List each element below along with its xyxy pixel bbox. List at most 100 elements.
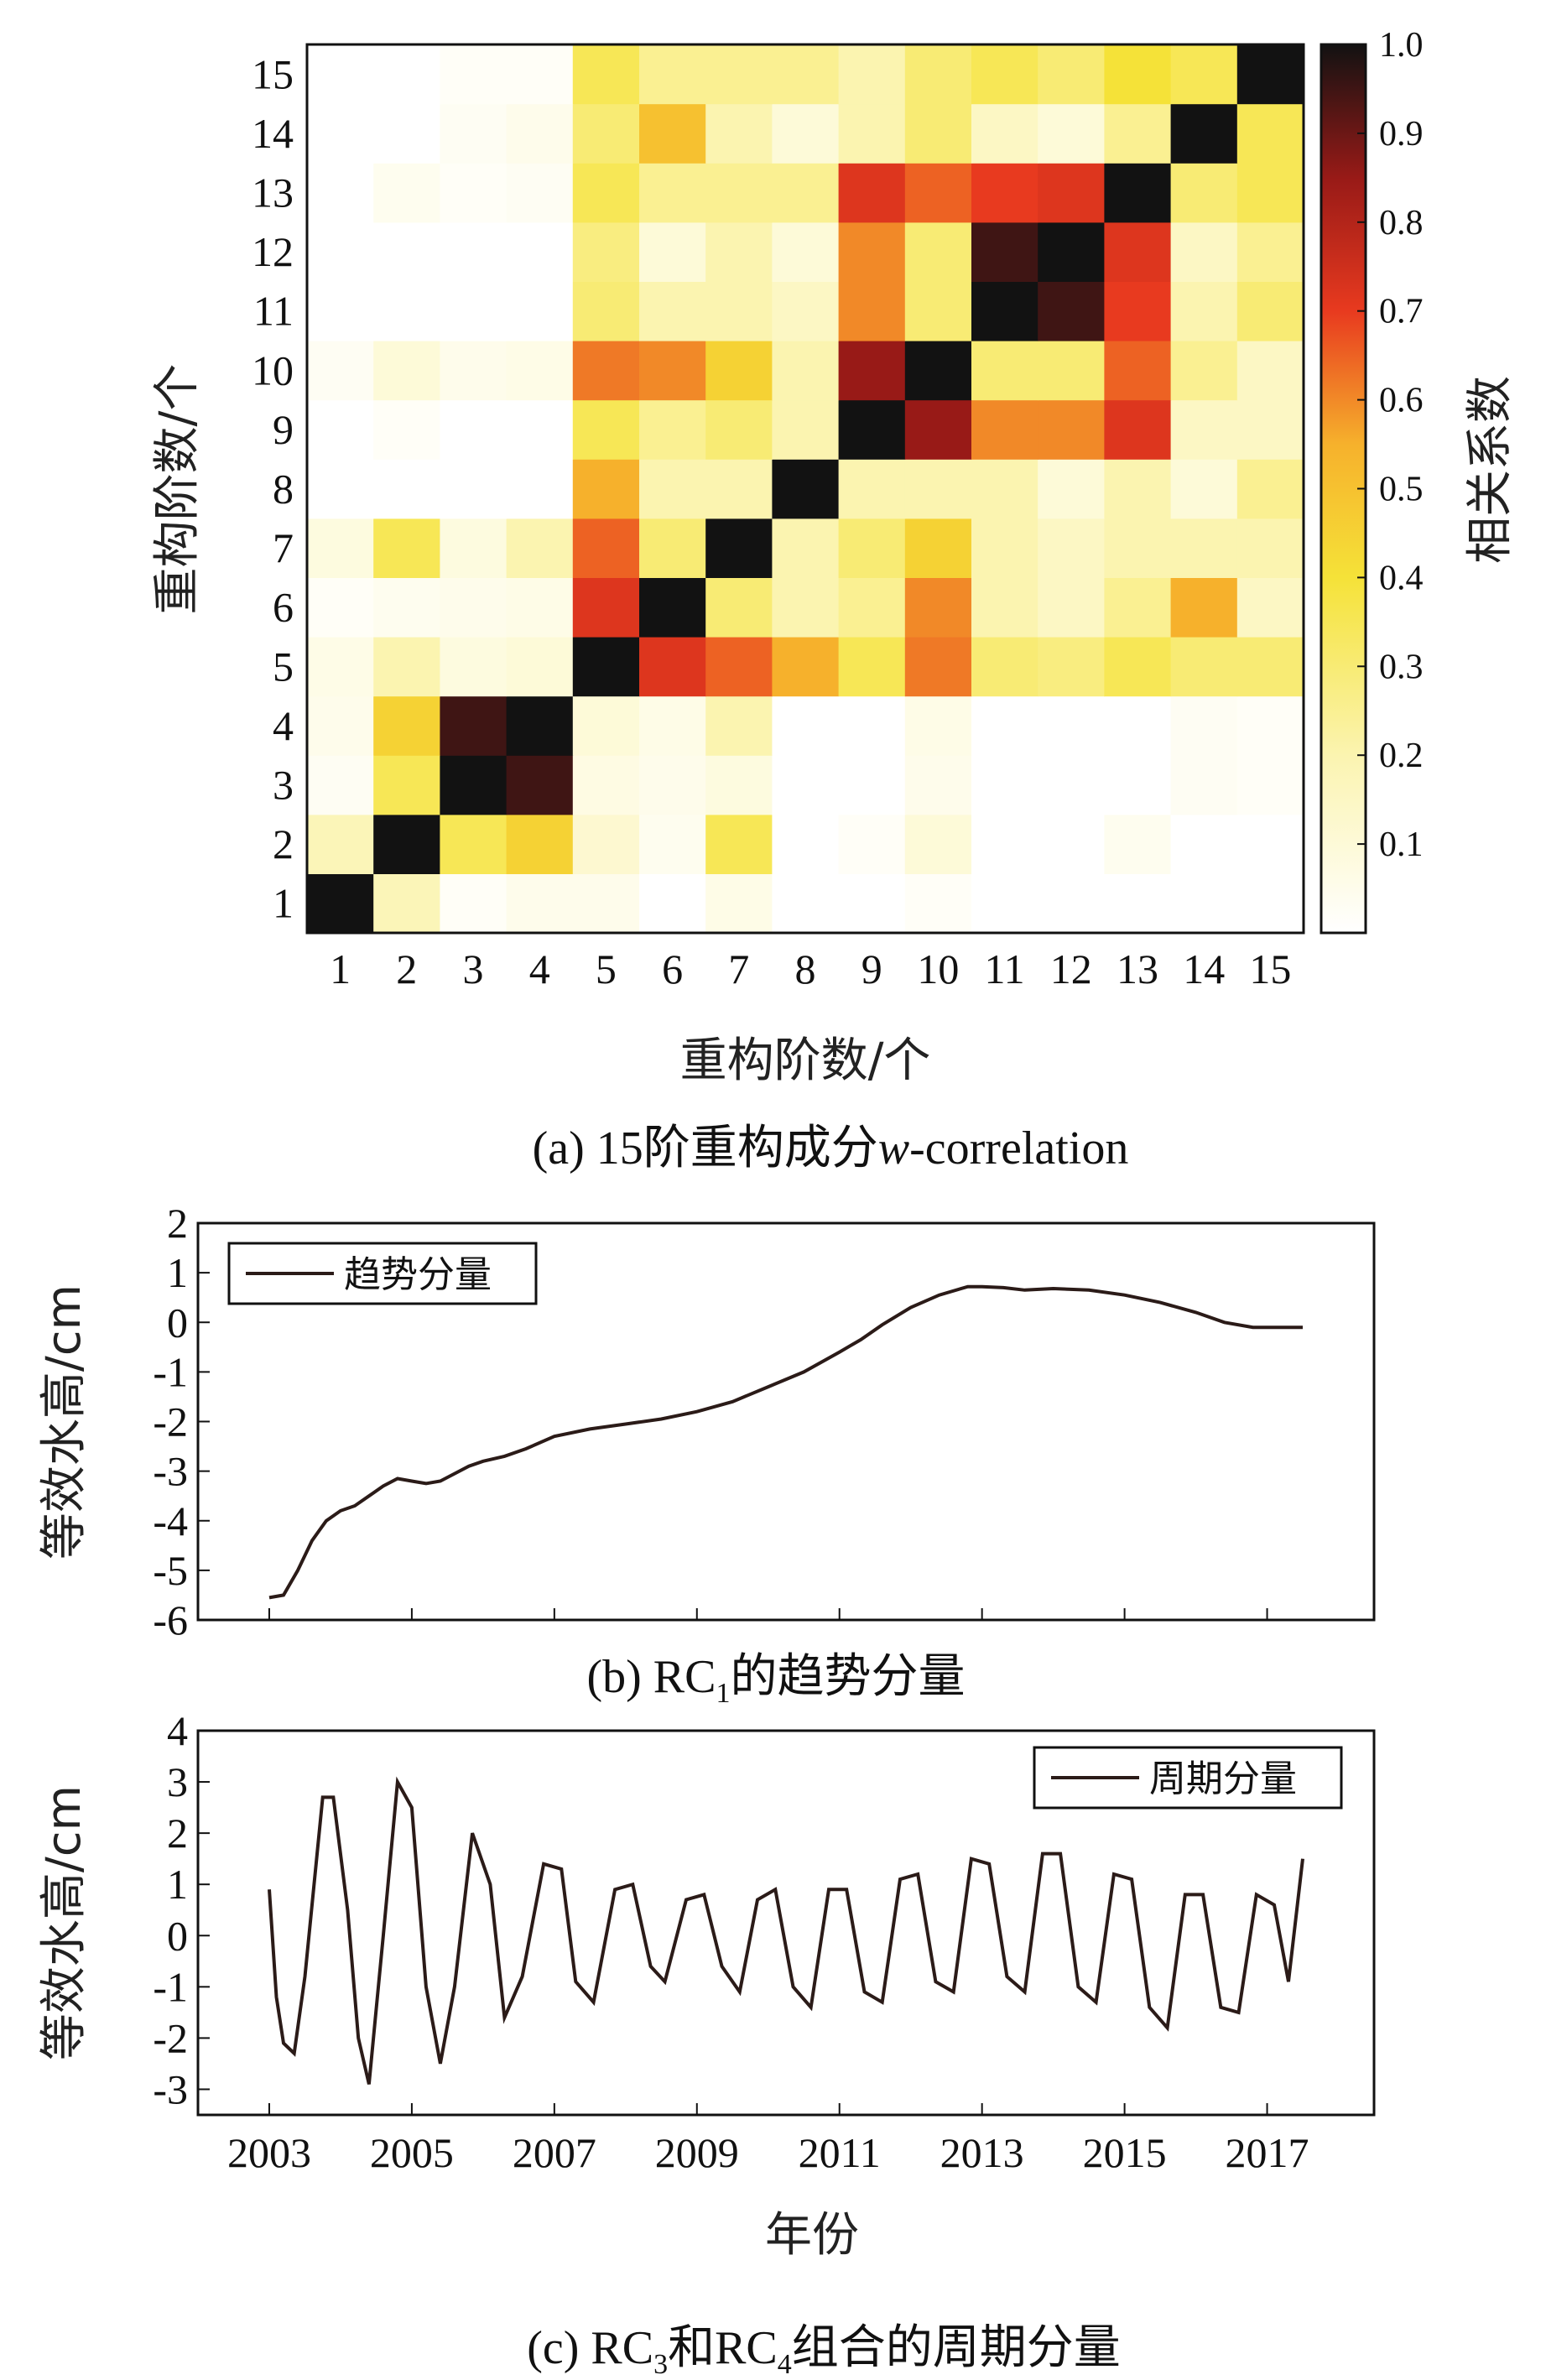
colorbar-label: 相关系数 xyxy=(1463,376,1517,564)
heatmap-cell xyxy=(506,44,574,105)
heatmap-cell xyxy=(440,459,508,519)
heatmap-cell xyxy=(639,814,706,874)
heatmap-cell xyxy=(307,399,374,460)
heatmap-cell xyxy=(572,873,640,934)
heatmap-cell xyxy=(904,755,972,815)
heatmap-cell xyxy=(373,873,440,934)
heatmap-cell xyxy=(307,518,374,578)
y-tick-label: 2 xyxy=(167,1200,188,1247)
heatmap-cell xyxy=(440,163,508,223)
heatmap-cell xyxy=(1038,518,1105,578)
heatmap-cell xyxy=(506,695,574,756)
heatmap-cell xyxy=(572,281,640,341)
heatmap-x-axis-label: 重构阶数/个 xyxy=(680,1034,931,1088)
heatmap-cell xyxy=(440,518,508,578)
x-tick-label: 2011 xyxy=(799,2129,881,2176)
heatmap-frame xyxy=(305,43,1305,935)
heatmap-cell xyxy=(307,44,374,105)
heatmap-cell xyxy=(705,341,773,401)
heatmap-y-tick-label: 15 xyxy=(252,50,294,97)
heatmap-cell xyxy=(639,518,706,578)
heatmap-cell xyxy=(1170,341,1238,401)
heatmap-cell xyxy=(307,873,374,934)
x-tick-label: 2017 xyxy=(1226,2129,1309,2176)
heatmap-cell xyxy=(572,399,640,460)
heatmap-cell xyxy=(639,695,706,756)
heatmap-cell xyxy=(904,341,972,401)
heatmap-cell xyxy=(1104,695,1172,756)
heatmap-cell xyxy=(772,518,840,578)
heatmap-cell xyxy=(1170,163,1238,223)
heatmap-cell xyxy=(971,103,1038,164)
y-tick-label: -6 xyxy=(153,1596,188,1643)
heatmap-cell xyxy=(1038,577,1105,638)
y-tick-label: 4 xyxy=(167,1707,188,1754)
heatmap-cell xyxy=(1170,44,1238,105)
heatmap-cell xyxy=(772,577,840,638)
heatmap-cell xyxy=(971,281,1038,341)
heatmap-cell xyxy=(506,577,574,638)
heatmap-cell xyxy=(838,518,906,578)
heatmap-cell xyxy=(572,221,640,282)
heatmap-cell xyxy=(572,637,640,697)
heatmap-cell xyxy=(971,873,1038,934)
heatmap-cell xyxy=(1170,281,1238,341)
heatmap-cell xyxy=(1170,695,1238,756)
heatmap-cell xyxy=(971,637,1038,697)
heatmap-cell xyxy=(772,399,840,460)
heatmap-cell xyxy=(639,103,706,164)
heatmap-cell xyxy=(904,44,972,105)
heatmap-cells xyxy=(307,44,1304,934)
heatmap-cell xyxy=(904,459,972,519)
heatmap-cell xyxy=(705,518,773,578)
heatmap-cell xyxy=(838,814,906,874)
heatmap-cell xyxy=(1104,873,1172,934)
heatmap-cell xyxy=(1038,103,1105,164)
heatmap-cell xyxy=(971,518,1038,578)
heatmap-cell xyxy=(1038,341,1105,401)
periodic-x-ticks: 2003 2005 2007 2009 2011 2013 2015 2017 xyxy=(227,2103,1309,2176)
heatmap-x-tick-label: 14 xyxy=(1183,945,1225,992)
colorbar-tick-label: 0.3 xyxy=(1379,648,1424,686)
heatmap-cell xyxy=(506,341,574,401)
heatmap-cell xyxy=(1104,44,1172,105)
heatmap-cell xyxy=(440,577,508,638)
y-tick-label: -1 xyxy=(153,1348,188,1395)
heatmap-cell xyxy=(971,399,1038,460)
heatmap-cell xyxy=(1170,637,1238,697)
heatmap-cell xyxy=(1170,755,1238,815)
heatmap-cell xyxy=(1236,44,1304,105)
trend-x-ticks xyxy=(268,1608,1268,1620)
heatmap-cell xyxy=(971,755,1038,815)
heatmap-cell xyxy=(1038,873,1105,934)
heatmap-cell xyxy=(440,873,508,934)
caption-c: (c) RC3和RC4组合的周期分量 xyxy=(527,2322,1121,2380)
y-tick-label: 0 xyxy=(167,1299,188,1346)
heatmap-cell xyxy=(440,755,508,815)
heatmap-y-tick-label: 9 xyxy=(273,406,294,453)
heatmap-cell xyxy=(1038,459,1105,519)
heatmap-cell xyxy=(1038,695,1105,756)
heatmap-cell xyxy=(1170,577,1238,638)
heatmap-cell xyxy=(572,814,640,874)
heatmap-cell xyxy=(307,695,374,756)
heatmap-cell xyxy=(904,399,972,460)
heatmap-cell xyxy=(440,695,508,756)
heatmap-cell xyxy=(506,637,574,697)
heatmap-cell xyxy=(772,103,840,164)
colorbar-tick-label: 0.9 xyxy=(1379,115,1424,154)
heatmap-cell xyxy=(1236,695,1304,756)
periodic-y-axis-label: 等效水高/cm xyxy=(37,1785,91,2060)
heatmap-cell xyxy=(373,399,440,460)
heatmap-cell xyxy=(1038,755,1105,815)
heatmap-cell xyxy=(1236,103,1304,164)
heatmap-y-axis-label: 重构阶数/个 xyxy=(150,364,205,615)
heatmap-y-tick-label: 14 xyxy=(252,110,294,157)
heatmap-x-tick-label: 3 xyxy=(463,945,484,992)
heatmap-cell xyxy=(639,637,706,697)
heatmap-cell xyxy=(904,814,972,874)
heatmap-x-tick-label: 5 xyxy=(596,945,617,992)
trend-y-axis-label: 等效水高/cm xyxy=(37,1284,91,1560)
